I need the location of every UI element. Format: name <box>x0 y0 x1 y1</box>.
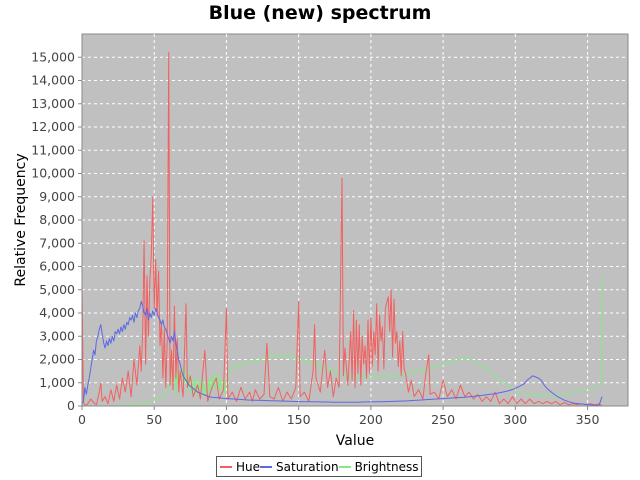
y-tick-label: 4,000 <box>39 305 75 320</box>
legend-swatch-saturation <box>260 465 273 468</box>
series-line-hue <box>81 52 603 407</box>
x-tick-label: 150 <box>287 412 311 427</box>
y-tick-label: 14,000 <box>31 73 75 88</box>
legend-item-brightness: Brightness <box>338 459 419 474</box>
x-axis-label: Value <box>336 433 374 449</box>
y-tick-label: 6,000 <box>39 259 75 274</box>
legend-label-saturation: Saturation <box>276 459 339 474</box>
y-tick-label: 1,000 <box>39 375 75 390</box>
y-tick-label: 10,000 <box>31 166 75 181</box>
x-tick-label: 100 <box>215 412 239 427</box>
y-tick-label: 3,000 <box>39 328 75 343</box>
y-tick-label: 15,000 <box>31 49 75 64</box>
legend-label-hue: Hue <box>236 459 261 474</box>
y-tick-label: 2,000 <box>39 352 75 367</box>
y-tick-label: 9,000 <box>39 189 75 204</box>
legend-swatch-brightness <box>338 465 351 468</box>
y-tick-label: 12,000 <box>31 119 75 134</box>
x-tick-label: 50 <box>146 412 162 427</box>
x-tick-label: 300 <box>503 412 527 427</box>
legend: Hue Saturation Brightness <box>216 456 422 477</box>
legend-item-saturation: Saturation <box>260 460 339 474</box>
y-tick-label: 5,000 <box>39 282 75 297</box>
y-tick-label: 7,000 <box>39 235 75 250</box>
x-tick-label: 350 <box>576 412 600 427</box>
y-tick-label: 11,000 <box>31 142 75 157</box>
chart-title: Blue (new) spectrum <box>208 2 432 24</box>
y-tick-label: 8,000 <box>39 212 75 227</box>
legend-label-brightness: Brightness <box>354 459 419 474</box>
series-line-brightness <box>82 275 603 407</box>
legend-item-hue: Hue <box>220 460 260 474</box>
y-axis-label: Relative Frequency <box>13 153 29 286</box>
y-tick-label: 13,000 <box>31 96 75 111</box>
y-tick-label: 0 <box>67 398 75 413</box>
x-tick-label: 0 <box>78 412 86 427</box>
x-tick-label: 200 <box>359 412 383 427</box>
x-tick-label: 250 <box>431 412 455 427</box>
legend-swatch-hue <box>220 465 232 468</box>
series-lines <box>81 52 603 407</box>
tick-labels: 0 50 100 150 200 250 300 350 0 1,000 2,000 3,000 4,0… <box>31 49 599 427</box>
series-line-saturation <box>81 300 603 406</box>
